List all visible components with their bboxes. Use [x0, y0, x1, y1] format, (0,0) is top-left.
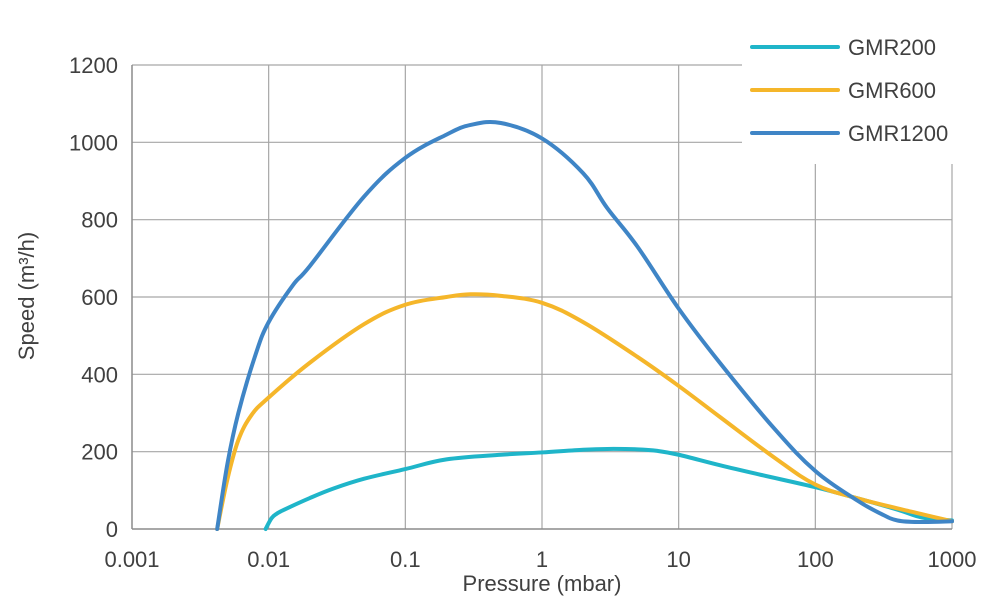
- x-tick-label-5: 100: [797, 547, 834, 572]
- x-tick-label-2: 0.1: [390, 547, 421, 572]
- y-axis-label: Speed (m³/h): [14, 232, 39, 360]
- y-tick-label-5: 1000: [69, 130, 118, 155]
- x-axis-label: Pressure (mbar): [463, 571, 622, 596]
- legend: GMR200 GMR600 GMR1200: [742, 24, 977, 164]
- axes: [131, 65, 952, 530]
- x-tick-label-0: 0.001: [104, 547, 159, 572]
- series-line-gmr600: [215, 292, 954, 531]
- y-tick-label-4: 800: [81, 208, 118, 233]
- legend-label-gmr1200: GMR1200: [848, 121, 948, 146]
- series-lines: [215, 119, 954, 531]
- series-line-gmr1200: [215, 119, 954, 531]
- series-line-gmr200: [263, 446, 954, 531]
- y-tick-label-3: 600: [81, 285, 118, 310]
- y-tick-label-0: 0: [106, 517, 118, 542]
- y-tick-label-2: 400: [81, 362, 118, 387]
- y-tick-label-6: 1200: [69, 53, 118, 78]
- legend-label-gmr600: GMR600: [848, 78, 936, 103]
- tick-labels: 0 200 400 600 800 1000 1200 0.001 0.01 0.1 1 10 100 1…: [69, 53, 976, 572]
- legend-label-gmr200: GMR200: [848, 35, 936, 60]
- y-tick-label-1: 200: [81, 440, 118, 465]
- x-tick-label-1: 0.01: [247, 547, 290, 572]
- x-tick-label-6: 1000: [928, 547, 977, 572]
- x-tick-label-4: 10: [666, 547, 690, 572]
- x-tick-label-3: 1: [536, 547, 548, 572]
